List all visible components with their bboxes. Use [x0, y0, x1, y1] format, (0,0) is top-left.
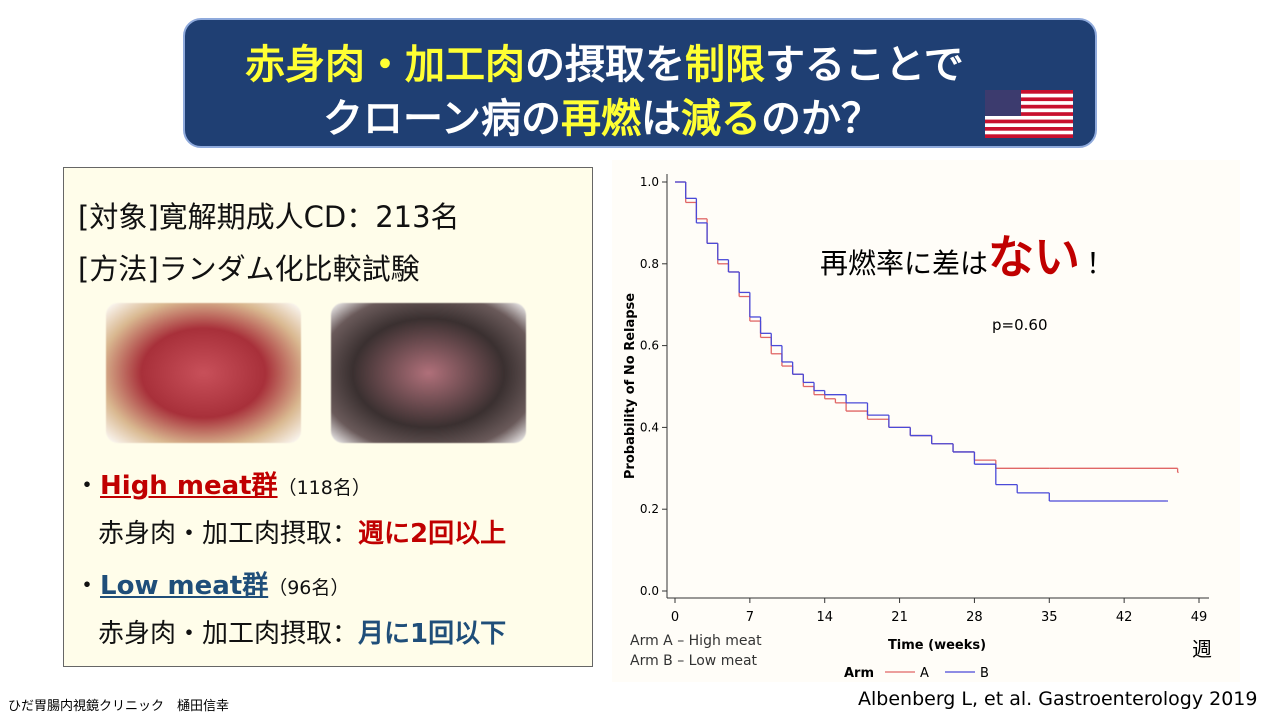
- study-box: [対象]寛解期成人CD：213名 [方法]ランダム化比較試験 ・High mea…: [63, 167, 593, 667]
- p-value: p=0.60: [992, 316, 1048, 334]
- frequency: 週に2回以上: [358, 519, 507, 549]
- clinic: ひだ胃腸内視鏡クリニック 樋田信幸: [8, 699, 230, 714]
- title-text: は: [641, 96, 681, 142]
- title-box: 赤身肉・加工肉の摂取を制限することで クローン病の再燃は減るのか？: [183, 18, 1097, 148]
- group-count: （96名）: [268, 577, 350, 599]
- method: [方法]ランダム化比較試験: [78, 252, 420, 286]
- title-text: することで: [765, 42, 964, 88]
- series: [675, 181, 1168, 502]
- arm-description: Arm B – Low meat: [630, 653, 758, 669]
- intake: 赤身肉・加工肉摂取：: [98, 619, 359, 649]
- y-tick-label: 0.8: [640, 257, 659, 271]
- processed-meat-photo: [331, 303, 526, 443]
- title-text: 制限: [685, 42, 765, 88]
- annotation: 再燃率に差はない！: [820, 230, 1114, 284]
- km-chart: 0.0 0.2 0.4 0.6 0.8 1.0 0 7 14 21 28 35 42 49 Time (we…: [612, 160, 1240, 682]
- y-tick-label: 0.4: [640, 420, 659, 434]
- legend-title: Arm: [844, 666, 874, 681]
- x-tick-label: 42: [1116, 610, 1133, 625]
- annotation-suffix: ！: [1086, 247, 1114, 280]
- group-name: High meat群: [100, 471, 278, 501]
- citation: Albenberg L, et al. Gastroenterology 201…: [858, 688, 1258, 710]
- annotation-emphasis: ない: [988, 230, 1080, 284]
- x-tick-label: 21: [891, 610, 908, 625]
- annotation-prefix: 再燃率に差は: [820, 247, 988, 280]
- x-tick-label: 35: [1041, 610, 1058, 625]
- subjects: [対象]寛解期成人CD：213名: [78, 200, 460, 234]
- x-tick-label: 28: [966, 610, 983, 625]
- bullet: ・: [74, 471, 101, 501]
- y-tick-label: 0.2: [640, 502, 659, 516]
- legend-label: B: [980, 666, 989, 681]
- series: [675, 181, 1179, 474]
- x-axis-label: Time (weeks): [888, 638, 986, 653]
- x-tick-label: 14: [816, 610, 833, 625]
- frequency: 月に1回以下: [358, 619, 507, 649]
- group-line: ・Low meat群（96名）: [74, 565, 349, 602]
- title-text: 赤身肉・加工肉: [245, 42, 525, 88]
- title-line: クローン病の再燃は減るのか？: [323, 86, 881, 144]
- group-count: （118名）: [277, 477, 371, 499]
- intake: 赤身肉・加工肉摂取：: [98, 519, 359, 549]
- x-tick-label: 49: [1191, 610, 1208, 625]
- intake-line: 赤身肉・加工肉摂取：月に1回以下: [98, 613, 506, 650]
- x-unit: 週: [1192, 637, 1212, 661]
- title-line: 赤身肉・加工肉の摂取を制限することで: [245, 32, 964, 90]
- title-text: の摂取を: [525, 42, 685, 88]
- group-line: ・High meat群（118名）: [74, 465, 371, 502]
- x-tick-label: 7: [746, 610, 754, 625]
- red-meat-photo: [106, 303, 301, 443]
- title-text: 減る: [681, 96, 761, 142]
- bullet: ・: [74, 571, 101, 601]
- y-tick-label: 1.0: [640, 175, 659, 189]
- arm-description: Arm A – High meat: [630, 633, 762, 649]
- x-tick-label: 0: [671, 610, 679, 625]
- y-tick-label: 0.0: [640, 584, 659, 598]
- y-tick-label: 0.6: [640, 339, 659, 353]
- y-axis-label: Probability of No Relapse: [623, 293, 638, 479]
- title-text: 再燃: [561, 96, 641, 142]
- us-flag: [985, 90, 1073, 138]
- legend-label: A: [920, 666, 929, 681]
- title-text: クローン病の: [323, 96, 561, 142]
- intake-line: 赤身肉・加工肉摂取：週に2回以上: [98, 513, 506, 550]
- group-name: Low meat群: [100, 571, 269, 601]
- title-text: のか？: [761, 96, 881, 142]
